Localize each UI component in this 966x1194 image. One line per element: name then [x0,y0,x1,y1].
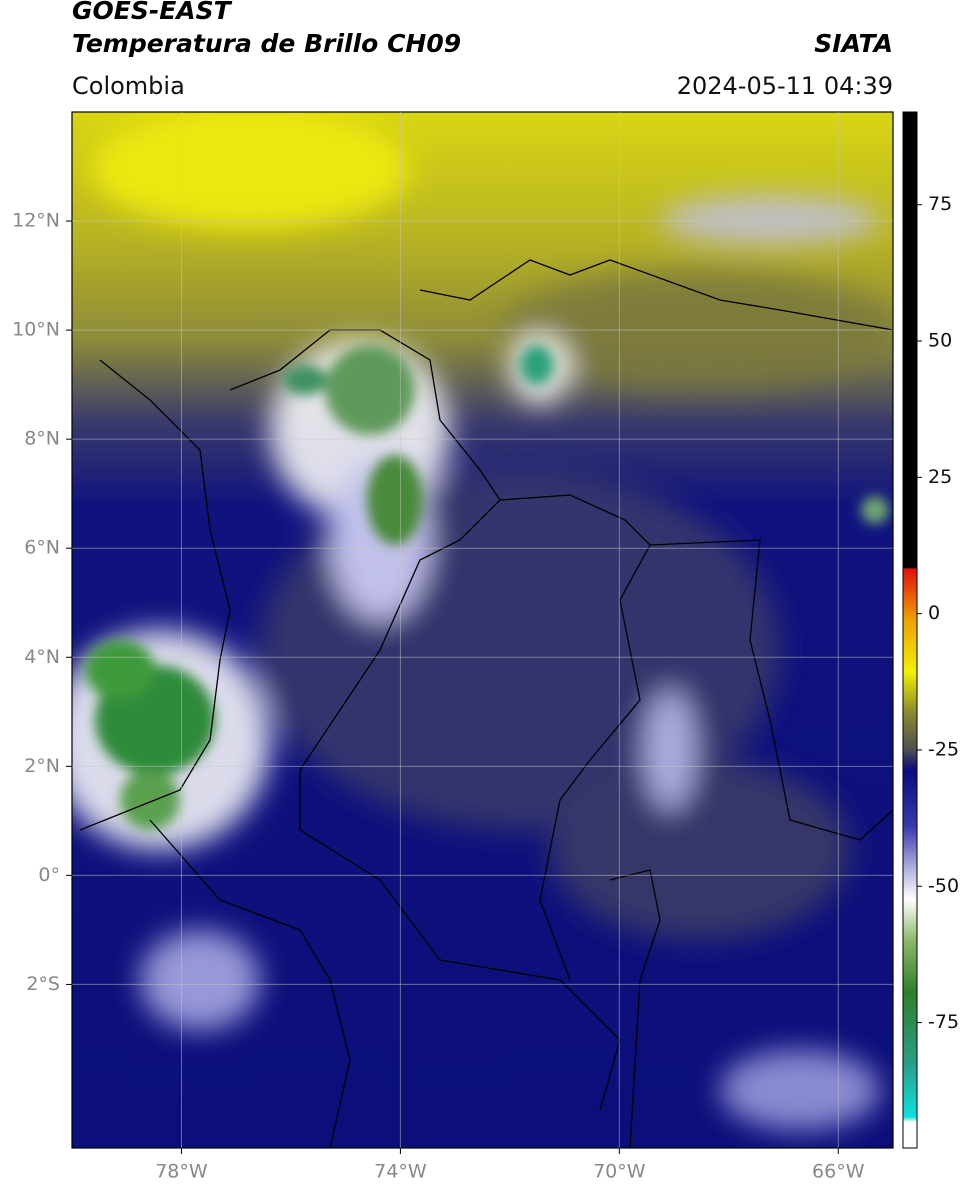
datetime: 2024-05-11 04:39 [677,72,893,100]
map-frame [71,111,894,1149]
x-tick-label: 78°W [155,1161,208,1183]
y-tick-label: 12°N [12,210,60,232]
satellite-image [72,112,893,1148]
y-tick-label: 4°N [24,646,60,668]
y-tick-label: 0° [38,864,60,886]
colorbar [902,111,918,1149]
x-tick-label: 70°W [593,1161,646,1183]
colorbar-label: -75 [928,1011,959,1033]
x-tick-label: 74°W [374,1161,427,1183]
colorbar-label: 0 [928,602,940,624]
source: SIATA [814,29,893,58]
colorbar-label: 75 [928,193,952,215]
region: Colombia [72,72,185,100]
y-tick-label: 6°N [24,537,60,559]
x-tick-label: 66°W [812,1161,865,1183]
colorbar-label: 25 [928,466,952,488]
y-tick-label: 10°N [12,319,60,341]
y-tick-label: 8°N [24,428,60,450]
colorbar-label: 50 [928,330,952,352]
title: GOES-EAST [72,0,233,25]
y-tick-label: 2°S [26,973,60,995]
colorbar-label: -50 [928,875,959,897]
subtitle: Temperatura de Brillo CH09 [72,29,461,58]
colorbar-label: -25 [928,738,959,760]
y-tick-label: 2°N [24,755,60,777]
